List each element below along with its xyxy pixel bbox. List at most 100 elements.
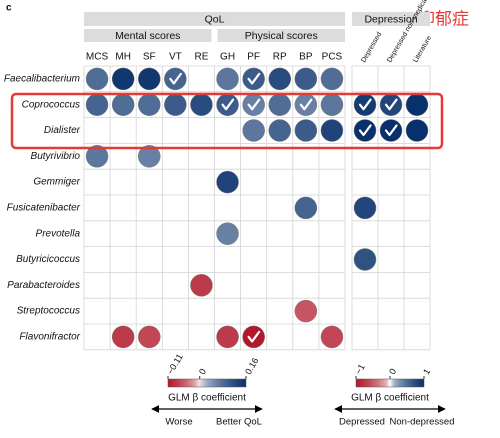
column-label: PCS — [322, 52, 343, 63]
group-band — [84, 12, 345, 26]
colorbar-tick-label: 0.16 — [243, 356, 260, 376]
significance-check — [221, 98, 235, 111]
coefficient-dot — [190, 93, 213, 116]
coefficient-dot — [379, 119, 403, 142]
row-label: Dialister — [44, 125, 81, 136]
colorbar-tick-label: 0 — [197, 367, 208, 376]
colorbar-tick-label: 0 — [387, 367, 398, 376]
row-label: Faecalibacterium — [4, 74, 80, 85]
row-label: Fusicatenibacter — [7, 203, 81, 214]
coefficient-dot — [164, 93, 187, 116]
panel-label: c — [6, 3, 12, 14]
coefficient-dot — [85, 145, 109, 168]
coefficient-dot — [353, 93, 377, 116]
column-label: Literature — [412, 35, 433, 64]
coefficient-dot — [242, 119, 265, 142]
coefficient-dot — [190, 274, 213, 297]
highlight-box — [10, 92, 444, 150]
coefficient-dot — [294, 299, 318, 323]
coefficient-dot — [242, 325, 265, 349]
colorbar-tick-label: 1 — [421, 367, 432, 376]
column-label: GH — [220, 52, 235, 63]
coefficient-dot — [294, 119, 318, 142]
coefficient-dot — [320, 119, 344, 142]
colorbar — [167, 378, 247, 388]
colorbar — [355, 378, 425, 388]
subgroup-band — [217, 29, 345, 42]
group-label: Depression — [364, 13, 417, 25]
coefficient-dot — [111, 93, 135, 116]
row-label: Coprococcus — [22, 99, 80, 110]
coefficient-dot — [216, 67, 239, 91]
significance-check — [384, 124, 398, 137]
column-label: BP — [299, 52, 313, 63]
subgroup-band — [84, 29, 212, 42]
significance-check — [247, 98, 261, 111]
colorbar-tick-label: −1 — [353, 362, 367, 376]
coefficient-dot — [294, 67, 318, 91]
coefficient-dot — [268, 93, 291, 116]
column-label: VT — [169, 52, 182, 63]
coefficient-dot — [353, 248, 377, 271]
row-label: Flavonifractor — [19, 332, 80, 343]
coefficient-dot — [268, 67, 291, 91]
colorbar-title: GLM β coefficient — [168, 393, 246, 404]
high-label: Non-depressed — [390, 417, 455, 428]
row-label: Butyricicoccus — [16, 254, 80, 265]
significance-check — [358, 124, 372, 137]
high-label: Better QoL — [216, 417, 262, 428]
colorbar-title: GLM β coefficient — [351, 393, 429, 404]
significance-check — [247, 72, 261, 85]
column-label: SF — [143, 52, 156, 63]
coefficient-dot — [216, 170, 239, 194]
row-label: Parabacteroides — [7, 280, 80, 291]
column-label: MCS — [86, 52, 109, 63]
row-label: Gemmiger — [33, 177, 80, 188]
coefficient-dot — [379, 93, 403, 116]
coefficient-dot — [320, 325, 344, 349]
coefficient-dot — [111, 325, 135, 349]
coefficient-dot — [320, 67, 344, 91]
coefficient-dot — [268, 119, 291, 142]
group-band — [352, 12, 430, 26]
coefficient-dot — [138, 93, 161, 116]
coefficient-dot — [138, 67, 161, 91]
coefficient-dot — [138, 145, 161, 168]
column-label: Depressed — [360, 31, 383, 64]
coefficient-dot — [405, 93, 429, 116]
group-label: QoL — [205, 13, 225, 25]
coefficient-dot — [164, 67, 187, 91]
coefficient-dot — [216, 222, 239, 245]
coefficient-dot — [138, 325, 161, 349]
low-label: Worse — [165, 417, 192, 428]
colorbar-tick-label: −0.11 — [165, 352, 185, 376]
coefficient-dot — [405, 119, 429, 142]
coefficient-dot — [353, 119, 377, 142]
significance-check — [384, 98, 398, 111]
coefficient-dot — [216, 93, 239, 116]
column-label: RE — [194, 52, 208, 63]
coefficient-dot — [85, 67, 109, 91]
subgroup-label: Physical scores — [245, 30, 318, 42]
significance-check — [247, 330, 261, 343]
significance-check — [299, 98, 313, 111]
low-label: Depressed — [339, 417, 385, 428]
coefficient-dot — [85, 93, 109, 116]
coefficient-dot — [294, 93, 318, 116]
significance-check — [358, 98, 372, 111]
subgroup-label: Mental scores — [115, 30, 180, 42]
coefficient-dot — [242, 67, 265, 91]
coefficient-dot — [111, 67, 135, 91]
row-label: Streptococcus — [17, 306, 80, 317]
coefficient-dot — [294, 196, 318, 220]
row-label: Prevotella — [36, 228, 81, 239]
column-label: MH — [115, 52, 131, 63]
column-label: PF — [247, 52, 260, 63]
annotation: 抑郁症 — [418, 9, 469, 28]
coefficient-dot — [242, 93, 265, 116]
row-label: Butyrivibrio — [31, 151, 81, 162]
coefficient-dot — [320, 93, 344, 116]
coefficient-dot — [216, 325, 239, 349]
significance-check — [169, 72, 182, 85]
